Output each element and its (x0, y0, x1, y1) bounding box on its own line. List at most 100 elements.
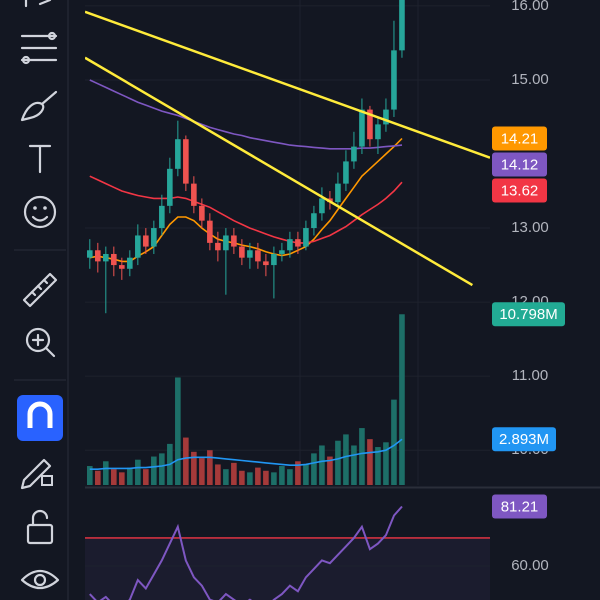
volume-bar (399, 314, 405, 485)
candle-body (351, 146, 357, 162)
candle-body (119, 265, 125, 269)
volume-bar (159, 453, 165, 485)
price-badge (492, 302, 565, 327)
volume-bar (215, 464, 221, 485)
volume-bar (375, 447, 381, 485)
volume-bar (279, 466, 285, 485)
trend-line (85, 56, 474, 287)
price-badge-label: 14.21 (501, 130, 539, 147)
candle-body (167, 168, 173, 206)
candle-body (399, 0, 405, 51)
candle-body (319, 198, 325, 214)
rsi-line (89, 505, 403, 600)
price-pane (85, 0, 490, 485)
volume-bar (263, 470, 269, 485)
price-badge (492, 126, 547, 151)
candle-body (367, 109, 373, 140)
candle-body (127, 257, 133, 269)
volume-bar (151, 456, 157, 485)
price-axis: 16.0015.0013.0012.0011.0010.0060.0014.21… (492, 0, 565, 574)
volume-bar (103, 461, 109, 485)
volume-bar (191, 451, 197, 485)
price-badge (492, 494, 547, 519)
volume-bar (207, 450, 213, 485)
volume-bar (239, 470, 245, 485)
trend-line (85, 10, 490, 159)
candle-body (135, 235, 141, 258)
magnet-button[interactable] (17, 395, 63, 441)
candle-body (287, 239, 293, 251)
volume-bar (247, 472, 253, 485)
tool-fib-icon[interactable] (20, 31, 58, 65)
candle-body (95, 250, 101, 262)
volume-bar (327, 456, 333, 485)
candle-body (359, 109, 365, 147)
volume-bar (199, 458, 205, 485)
candle-body (383, 109, 389, 125)
candle-body (231, 235, 237, 247)
candle-body (311, 213, 317, 229)
candle-body (103, 253, 109, 262)
volume-bar (87, 466, 93, 485)
candle-body (159, 205, 165, 229)
candle-body (279, 250, 285, 254)
candle-body (247, 250, 253, 258)
volume-bar (287, 469, 293, 485)
volume-bar (95, 470, 101, 485)
tool-lines-icon[interactable] (24, 0, 52, 8)
candle-body (175, 139, 181, 169)
tool-eye-icon[interactable] (20, 569, 60, 590)
volume-bar (183, 437, 189, 485)
volume-bar (223, 469, 229, 485)
y-tick-label: 15.00 (511, 71, 549, 88)
price-badge-label: 2.893M (499, 431, 549, 448)
y-tick-label: 60.00 (511, 557, 549, 574)
volume-average-line (89, 438, 403, 471)
moving-average-line (89, 79, 403, 150)
candle-body (303, 228, 309, 247)
volume-bar (111, 469, 117, 485)
volume-bar (255, 467, 261, 485)
volume-bar (303, 464, 309, 485)
tool-ruler-icon[interactable] (22, 272, 58, 308)
volume-bar (343, 434, 349, 485)
volume-bar (335, 440, 341, 485)
volume-bar (231, 462, 237, 485)
price-badge (492, 178, 547, 203)
candle-body (295, 239, 301, 247)
candle-body (263, 261, 269, 266)
candle-body (343, 161, 349, 184)
price-badge-label: 13.62 (501, 182, 539, 199)
volume-bar (319, 445, 325, 485)
candle-body (87, 250, 93, 258)
volume-bar (271, 472, 277, 485)
price-badge-label: 81.21 (501, 498, 539, 515)
volume-bar (383, 442, 389, 485)
candle-body (199, 205, 205, 221)
volume-bar (311, 453, 317, 485)
candle-body (207, 220, 213, 243)
volume-bar (127, 467, 133, 485)
volume-bar (175, 377, 181, 485)
candle-body (255, 250, 261, 262)
y-tick-label: 13.00 (511, 219, 549, 236)
tool-emoji-icon[interactable] (23, 195, 57, 229)
tool-zoom-icon[interactable] (25, 327, 56, 358)
tool-brush-icon[interactable] (20, 90, 58, 122)
y-tick-label: 11.00 (512, 367, 548, 384)
volume-bar (119, 472, 125, 485)
price-badge-label: 14.12 (501, 156, 539, 173)
volume-bar (359, 428, 365, 485)
candle-body (215, 242, 221, 251)
magnet-icon (27, 401, 53, 428)
rsi-pane (85, 505, 490, 600)
tool-text-icon[interactable] (28, 144, 52, 174)
volume-bar (135, 459, 141, 485)
toolbar (14, 0, 69, 600)
tool-lock-drawing-icon[interactable] (20, 458, 53, 490)
moving-average-line (89, 175, 403, 244)
tool-unlock-icon[interactable] (26, 509, 54, 545)
volume-bar (391, 399, 397, 485)
moving-average-line (89, 137, 403, 263)
